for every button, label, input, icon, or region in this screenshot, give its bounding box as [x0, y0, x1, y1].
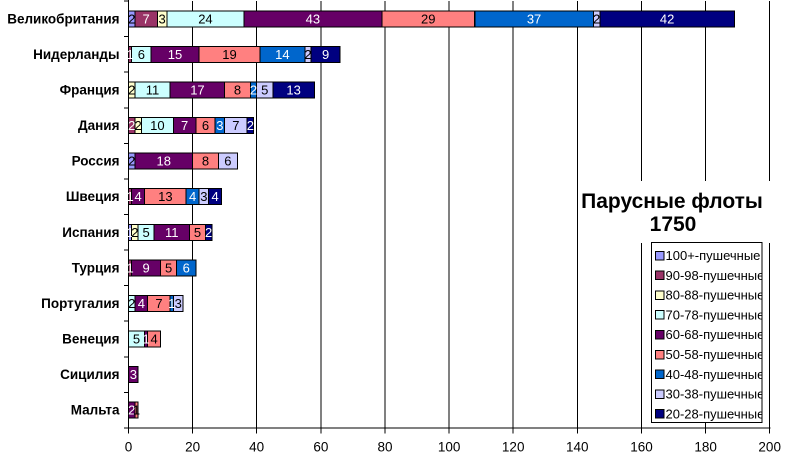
svg-text:3: 3 [130, 367, 137, 382]
svg-text:8: 8 [202, 154, 209, 169]
svg-text:1: 1 [126, 260, 133, 275]
svg-text:Франция: Франция [60, 82, 120, 97]
svg-text:18: 18 [157, 154, 171, 169]
svg-text:3: 3 [216, 118, 223, 133]
svg-text:Парусные флоты: Парусные флоты [581, 190, 763, 213]
svg-text:5: 5 [133, 332, 140, 347]
svg-text:7: 7 [232, 118, 239, 133]
svg-text:20-28-пушечные: 20-28-пушечные [666, 406, 765, 421]
svg-text:11: 11 [165, 225, 179, 240]
svg-text:3: 3 [175, 296, 182, 311]
svg-text:2: 2 [128, 11, 135, 26]
svg-text:Мальта: Мальта [71, 403, 120, 418]
svg-text:2: 2 [247, 118, 254, 133]
svg-text:80-88-пушечные: 80-88-пушечные [666, 288, 765, 303]
svg-text:4: 4 [135, 189, 142, 204]
svg-text:1: 1 [126, 47, 133, 62]
svg-text:180: 180 [694, 440, 717, 455]
svg-text:60: 60 [313, 440, 328, 455]
svg-text:2: 2 [128, 154, 135, 169]
svg-text:2: 2 [593, 11, 600, 26]
svg-text:6: 6 [202, 118, 209, 133]
svg-text:40-48-пушечные: 40-48-пушечные [666, 367, 765, 382]
svg-text:3: 3 [200, 189, 207, 204]
svg-text:42: 42 [660, 11, 674, 26]
svg-text:140: 140 [566, 440, 589, 455]
svg-text:5: 5 [194, 225, 201, 240]
svg-text:Швеция: Швеция [66, 189, 120, 204]
svg-text:4: 4 [138, 296, 145, 311]
svg-text:6: 6 [183, 260, 190, 275]
svg-text:11: 11 [146, 82, 160, 97]
svg-text:2: 2 [250, 82, 257, 97]
svg-text:2: 2 [135, 118, 142, 133]
svg-text:3: 3 [159, 11, 166, 26]
svg-text:Великобритания: Великобритания [7, 11, 119, 26]
svg-text:100+-пушечные: 100+-пушечные [666, 248, 761, 263]
svg-text:7: 7 [181, 118, 188, 133]
svg-text:15: 15 [168, 47, 182, 62]
svg-text:20: 20 [185, 440, 200, 455]
svg-text:50-58-пушечные: 50-58-пушечные [666, 347, 765, 362]
svg-text:40: 40 [249, 440, 264, 455]
svg-text:60-68-пушечные: 60-68-пушечные [666, 327, 765, 342]
svg-text:Португалия: Португалия [41, 296, 119, 311]
svg-text:100: 100 [438, 440, 461, 455]
svg-text:14: 14 [275, 47, 289, 62]
svg-text:30-38-пушечные: 30-38-пушечные [666, 387, 765, 402]
svg-text:120: 120 [502, 440, 525, 455]
svg-text:2: 2 [131, 225, 138, 240]
svg-text:1750: 1750 [650, 213, 697, 236]
svg-text:Сицилия: Сицилия [60, 367, 119, 382]
svg-text:2: 2 [205, 225, 212, 240]
svg-text:2: 2 [128, 296, 135, 311]
svg-text:Венеция: Венеция [62, 332, 119, 347]
svg-text:13: 13 [158, 189, 172, 204]
svg-text:Турция: Турция [72, 260, 120, 275]
svg-text:6: 6 [138, 47, 145, 62]
svg-text:80: 80 [377, 440, 392, 455]
svg-text:17: 17 [190, 82, 204, 97]
svg-text:Нидерланды: Нидерланды [33, 47, 119, 62]
svg-text:2: 2 [304, 47, 311, 62]
svg-text:8: 8 [234, 82, 241, 97]
svg-text:10: 10 [150, 118, 164, 133]
svg-text:2: 2 [128, 82, 135, 97]
svg-text:9: 9 [143, 260, 150, 275]
svg-text:90-98-пушечные: 90-98-пушечные [666, 268, 765, 283]
svg-text:5: 5 [165, 260, 172, 275]
svg-text:Россия: Россия [72, 154, 120, 169]
svg-text:7: 7 [143, 11, 150, 26]
svg-text:19: 19 [222, 47, 236, 62]
svg-text:1: 1 [168, 296, 175, 311]
svg-text:9: 9 [322, 47, 329, 62]
svg-text:Дания: Дания [78, 118, 119, 133]
svg-text:5: 5 [261, 82, 268, 97]
svg-text:43: 43 [306, 11, 320, 26]
svg-text:1: 1 [133, 403, 140, 418]
svg-text:160: 160 [630, 440, 653, 455]
svg-text:2: 2 [128, 403, 135, 418]
svg-text:37: 37 [527, 11, 541, 26]
svg-text:29: 29 [421, 11, 435, 26]
svg-text:4: 4 [211, 189, 218, 204]
svg-text:1: 1 [143, 332, 150, 347]
svg-text:7: 7 [155, 296, 162, 311]
svg-text:2: 2 [128, 118, 135, 133]
svg-text:24: 24 [198, 11, 212, 26]
svg-text:Испания: Испания [62, 225, 119, 240]
svg-text:13: 13 [286, 82, 300, 97]
svg-text:6: 6 [224, 154, 231, 169]
svg-text:4: 4 [151, 332, 158, 347]
svg-text:5: 5 [143, 225, 150, 240]
svg-text:200: 200 [758, 440, 781, 455]
svg-text:1: 1 [126, 189, 133, 204]
svg-text:70-78-пушечные: 70-78-пушечные [666, 307, 765, 322]
svg-text:4: 4 [189, 189, 196, 204]
svg-text:0: 0 [125, 440, 133, 455]
svg-text:1: 1 [126, 225, 133, 240]
